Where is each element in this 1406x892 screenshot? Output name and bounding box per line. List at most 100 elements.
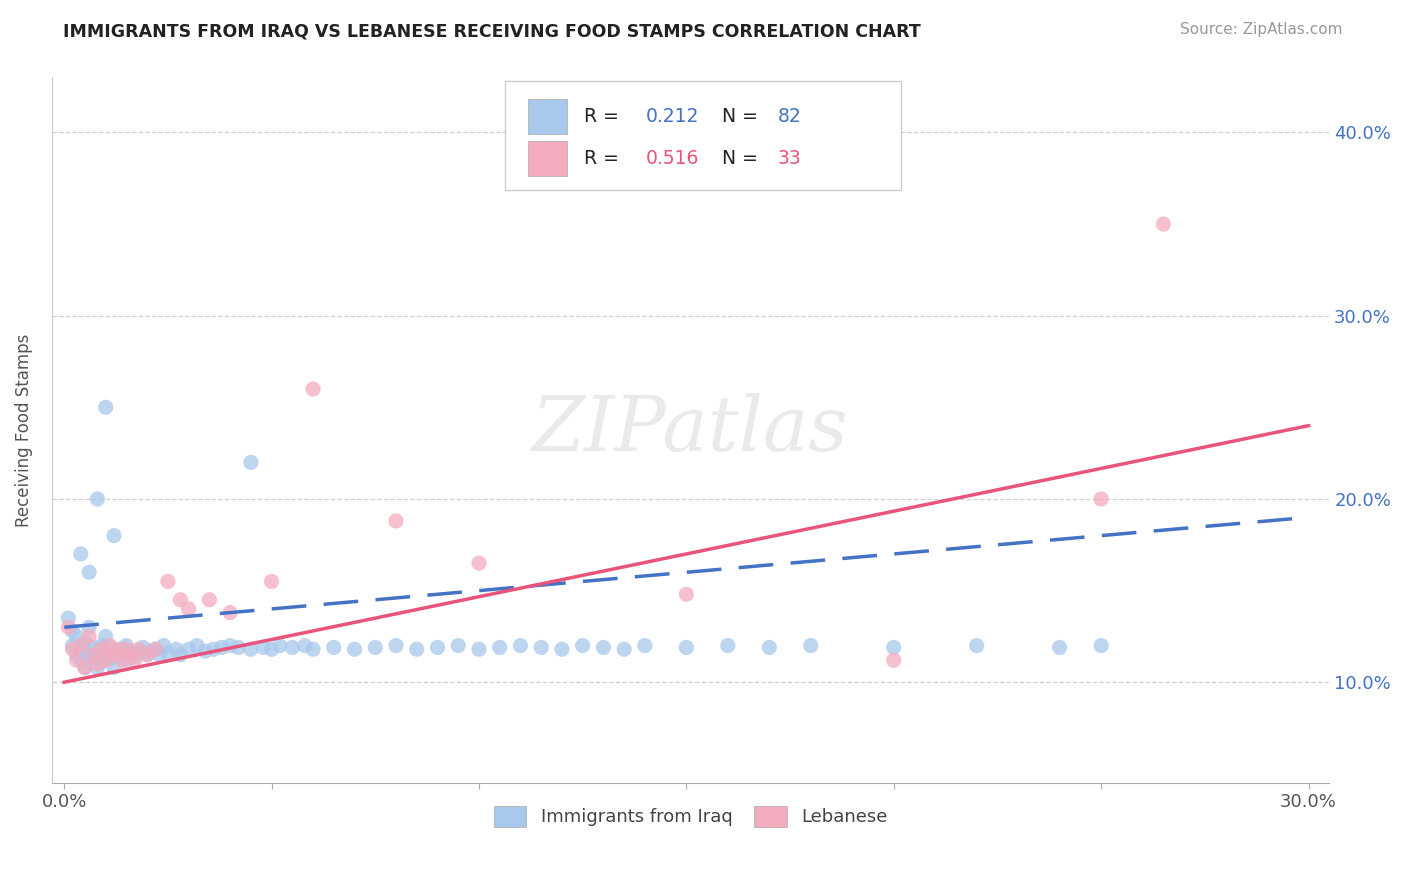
Point	[120, 644, 142, 658]
Point	[186, 639, 208, 653]
Point	[302, 642, 325, 657]
Point	[169, 648, 191, 662]
Point	[219, 639, 242, 653]
Point	[90, 639, 112, 653]
Point	[177, 642, 200, 657]
Point	[94, 629, 117, 643]
Point	[302, 382, 325, 396]
Point	[488, 640, 510, 655]
Point	[115, 639, 138, 653]
Point	[228, 640, 250, 655]
Point	[269, 639, 291, 653]
Point	[69, 639, 91, 653]
Point	[86, 657, 108, 671]
Text: 0.516: 0.516	[645, 149, 699, 168]
Text: 82: 82	[778, 107, 801, 126]
Text: 0.212: 0.212	[645, 107, 699, 126]
Point	[124, 653, 146, 667]
Point	[141, 644, 163, 658]
Point	[156, 646, 179, 660]
Point	[103, 648, 125, 662]
Point	[136, 648, 159, 662]
Text: 33: 33	[778, 149, 801, 168]
Point	[364, 640, 387, 655]
Point	[94, 401, 117, 415]
Point	[103, 660, 125, 674]
Point	[239, 642, 262, 657]
Point	[98, 651, 121, 665]
Point	[509, 639, 531, 653]
Point	[98, 639, 121, 653]
Point	[69, 653, 91, 667]
Point	[252, 640, 274, 655]
Point	[198, 592, 221, 607]
Point	[800, 639, 823, 653]
Point	[343, 642, 366, 657]
Point	[115, 642, 138, 657]
Point	[82, 648, 104, 662]
Point	[77, 648, 100, 662]
Point	[58, 620, 80, 634]
Point	[883, 653, 905, 667]
Point	[385, 514, 408, 528]
Point	[194, 644, 217, 658]
Point	[426, 640, 449, 655]
Point	[94, 653, 117, 667]
Point	[1090, 639, 1112, 653]
Point	[62, 624, 84, 638]
Point	[103, 528, 125, 542]
Text: IMMIGRANTS FROM IRAQ VS LEBANESE RECEIVING FOOD STAMPS CORRELATION CHART: IMMIGRANTS FROM IRAQ VS LEBANESE RECEIVI…	[63, 22, 921, 40]
Point	[82, 640, 104, 655]
Point	[239, 455, 262, 469]
Point	[152, 639, 174, 653]
Point	[1152, 217, 1174, 231]
Point	[94, 646, 117, 660]
Point	[165, 642, 187, 657]
Point	[571, 639, 593, 653]
Legend: Immigrants from Iraq, Lebanese: Immigrants from Iraq, Lebanese	[486, 798, 894, 834]
Point	[120, 648, 142, 662]
Point	[128, 646, 150, 660]
Point	[115, 653, 138, 667]
Text: ZIPatlas: ZIPatlas	[533, 393, 849, 467]
Point	[82, 651, 104, 665]
Point	[107, 648, 129, 662]
Point	[69, 547, 91, 561]
Point	[281, 640, 304, 655]
Point	[211, 640, 233, 655]
Bar	[529, 141, 567, 177]
Point	[111, 653, 134, 667]
Text: Source: ZipAtlas.com: Source: ZipAtlas.com	[1180, 22, 1343, 37]
Point	[90, 642, 112, 657]
Point	[169, 592, 191, 607]
Text: N =: N =	[723, 149, 765, 168]
Point	[177, 602, 200, 616]
Text: R =: R =	[585, 149, 626, 168]
Point	[128, 642, 150, 657]
Point	[86, 491, 108, 506]
Point	[73, 660, 96, 674]
Point	[447, 639, 470, 653]
Point	[260, 642, 283, 657]
Point	[156, 574, 179, 589]
Point	[73, 635, 96, 649]
Point	[77, 629, 100, 643]
Point	[592, 640, 614, 655]
Point	[132, 640, 155, 655]
Point	[62, 642, 84, 657]
Point	[966, 639, 988, 653]
Point	[66, 648, 89, 662]
Point	[77, 620, 100, 634]
Point	[111, 642, 134, 657]
Point	[613, 642, 636, 657]
Point	[124, 649, 146, 664]
Bar	[529, 99, 567, 134]
Point	[202, 642, 225, 657]
Point	[219, 606, 242, 620]
Point	[468, 642, 491, 657]
Point	[66, 629, 89, 643]
Point	[1049, 640, 1071, 655]
Point	[405, 642, 427, 657]
Point	[675, 640, 697, 655]
Point	[634, 639, 657, 653]
